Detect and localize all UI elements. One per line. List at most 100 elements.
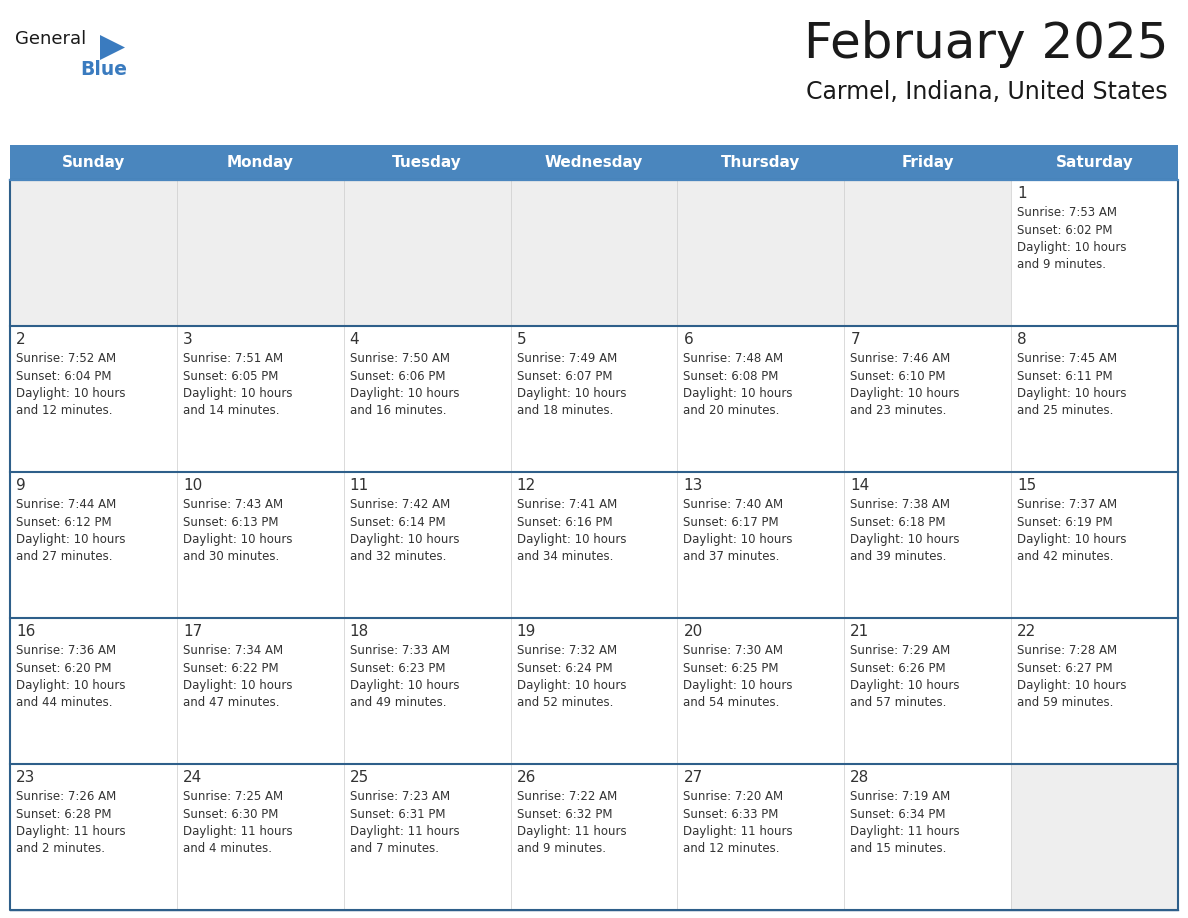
Bar (511, 326, 677, 472)
Bar (845, 764, 1011, 910)
Text: Friday: Friday (902, 155, 954, 170)
Text: 13: 13 (683, 478, 703, 493)
Text: Sunrise: 7:41 AM
Sunset: 6:16 PM
Daylight: 10 hours
and 34 minutes.: Sunrise: 7:41 AM Sunset: 6:16 PM Dayligh… (517, 498, 626, 564)
Text: 11: 11 (349, 478, 369, 493)
Text: Sunrise: 7:50 AM
Sunset: 6:06 PM
Daylight: 10 hours
and 16 minutes.: Sunrise: 7:50 AM Sunset: 6:06 PM Dayligh… (349, 352, 460, 418)
Text: Thursday: Thursday (721, 155, 801, 170)
Text: 10: 10 (183, 478, 202, 493)
Text: 14: 14 (851, 478, 870, 493)
Polygon shape (100, 35, 125, 60)
Text: 6: 6 (683, 332, 693, 347)
Bar (1011, 618, 1178, 764)
Bar (511, 472, 677, 618)
Bar (343, 764, 511, 910)
Text: 26: 26 (517, 770, 536, 785)
Text: 20: 20 (683, 624, 702, 639)
Text: Blue: Blue (80, 60, 127, 79)
Bar (845, 472, 1011, 618)
Text: Carmel, Indiana, United States: Carmel, Indiana, United States (807, 80, 1168, 104)
Text: Sunrise: 7:52 AM
Sunset: 6:04 PM
Daylight: 10 hours
and 12 minutes.: Sunrise: 7:52 AM Sunset: 6:04 PM Dayligh… (15, 352, 126, 418)
Bar (677, 472, 845, 618)
Bar (10, 326, 177, 472)
Bar (177, 326, 343, 472)
Bar (511, 764, 677, 910)
Bar (343, 326, 511, 472)
Text: February 2025: February 2025 (803, 20, 1168, 68)
Text: 4: 4 (349, 332, 359, 347)
Bar (511, 180, 677, 326)
Text: Sunrise: 7:34 AM
Sunset: 6:22 PM
Daylight: 10 hours
and 47 minutes.: Sunrise: 7:34 AM Sunset: 6:22 PM Dayligh… (183, 644, 292, 710)
Text: 16: 16 (15, 624, 36, 639)
Bar (10, 145, 1178, 180)
Text: 25: 25 (349, 770, 369, 785)
Bar (343, 618, 511, 764)
Bar (677, 326, 845, 472)
Text: 5: 5 (517, 332, 526, 347)
Bar (677, 764, 845, 910)
Text: 1: 1 (1017, 186, 1026, 201)
Text: Sunrise: 7:22 AM
Sunset: 6:32 PM
Daylight: 11 hours
and 9 minutes.: Sunrise: 7:22 AM Sunset: 6:32 PM Dayligh… (517, 790, 626, 856)
Text: Sunrise: 7:28 AM
Sunset: 6:27 PM
Daylight: 10 hours
and 59 minutes.: Sunrise: 7:28 AM Sunset: 6:27 PM Dayligh… (1017, 644, 1126, 710)
Bar (677, 180, 845, 326)
Text: 2: 2 (15, 332, 26, 347)
Text: Sunrise: 7:19 AM
Sunset: 6:34 PM
Daylight: 11 hours
and 15 minutes.: Sunrise: 7:19 AM Sunset: 6:34 PM Dayligh… (851, 790, 960, 856)
Bar (845, 180, 1011, 326)
Bar (343, 180, 511, 326)
Text: 21: 21 (851, 624, 870, 639)
Text: 19: 19 (517, 624, 536, 639)
Text: Sunrise: 7:30 AM
Sunset: 6:25 PM
Daylight: 10 hours
and 54 minutes.: Sunrise: 7:30 AM Sunset: 6:25 PM Dayligh… (683, 644, 792, 710)
Text: Sunday: Sunday (62, 155, 125, 170)
Bar (845, 326, 1011, 472)
Text: 3: 3 (183, 332, 192, 347)
Text: Sunrise: 7:43 AM
Sunset: 6:13 PM
Daylight: 10 hours
and 30 minutes.: Sunrise: 7:43 AM Sunset: 6:13 PM Dayligh… (183, 498, 292, 564)
Text: General: General (15, 30, 87, 48)
Text: Sunrise: 7:44 AM
Sunset: 6:12 PM
Daylight: 10 hours
and 27 minutes.: Sunrise: 7:44 AM Sunset: 6:12 PM Dayligh… (15, 498, 126, 564)
Text: 18: 18 (349, 624, 369, 639)
Text: Sunrise: 7:53 AM
Sunset: 6:02 PM
Daylight: 10 hours
and 9 minutes.: Sunrise: 7:53 AM Sunset: 6:02 PM Dayligh… (1017, 206, 1126, 272)
Bar (177, 472, 343, 618)
Text: 28: 28 (851, 770, 870, 785)
Text: Sunrise: 7:20 AM
Sunset: 6:33 PM
Daylight: 11 hours
and 12 minutes.: Sunrise: 7:20 AM Sunset: 6:33 PM Dayligh… (683, 790, 794, 856)
Text: Sunrise: 7:49 AM
Sunset: 6:07 PM
Daylight: 10 hours
and 18 minutes.: Sunrise: 7:49 AM Sunset: 6:07 PM Dayligh… (517, 352, 626, 418)
Text: Sunrise: 7:42 AM
Sunset: 6:14 PM
Daylight: 10 hours
and 32 minutes.: Sunrise: 7:42 AM Sunset: 6:14 PM Dayligh… (349, 498, 460, 564)
Text: 9: 9 (15, 478, 26, 493)
Bar (511, 618, 677, 764)
Bar (343, 472, 511, 618)
Text: Sunrise: 7:37 AM
Sunset: 6:19 PM
Daylight: 10 hours
and 42 minutes.: Sunrise: 7:37 AM Sunset: 6:19 PM Dayligh… (1017, 498, 1126, 564)
Bar (1011, 180, 1178, 326)
Text: Sunrise: 7:23 AM
Sunset: 6:31 PM
Daylight: 11 hours
and 7 minutes.: Sunrise: 7:23 AM Sunset: 6:31 PM Dayligh… (349, 790, 460, 856)
Bar (1011, 326, 1178, 472)
Text: 15: 15 (1017, 478, 1036, 493)
Text: Wednesday: Wednesday (545, 155, 643, 170)
Bar (10, 180, 177, 326)
Text: 27: 27 (683, 770, 702, 785)
Bar (177, 180, 343, 326)
Bar (10, 618, 177, 764)
Bar (1011, 472, 1178, 618)
Text: Sunrise: 7:33 AM
Sunset: 6:23 PM
Daylight: 10 hours
and 49 minutes.: Sunrise: 7:33 AM Sunset: 6:23 PM Dayligh… (349, 644, 460, 710)
Bar (1011, 764, 1178, 910)
Text: Sunrise: 7:51 AM
Sunset: 6:05 PM
Daylight: 10 hours
and 14 minutes.: Sunrise: 7:51 AM Sunset: 6:05 PM Dayligh… (183, 352, 292, 418)
Text: Sunrise: 7:46 AM
Sunset: 6:10 PM
Daylight: 10 hours
and 23 minutes.: Sunrise: 7:46 AM Sunset: 6:10 PM Dayligh… (851, 352, 960, 418)
Text: Sunrise: 7:48 AM
Sunset: 6:08 PM
Daylight: 10 hours
and 20 minutes.: Sunrise: 7:48 AM Sunset: 6:08 PM Dayligh… (683, 352, 792, 418)
Bar (10, 472, 177, 618)
Text: 23: 23 (15, 770, 36, 785)
Text: 17: 17 (183, 624, 202, 639)
Text: Sunrise: 7:40 AM
Sunset: 6:17 PM
Daylight: 10 hours
and 37 minutes.: Sunrise: 7:40 AM Sunset: 6:17 PM Dayligh… (683, 498, 792, 564)
Text: Sunrise: 7:45 AM
Sunset: 6:11 PM
Daylight: 10 hours
and 25 minutes.: Sunrise: 7:45 AM Sunset: 6:11 PM Dayligh… (1017, 352, 1126, 418)
Text: Sunrise: 7:38 AM
Sunset: 6:18 PM
Daylight: 10 hours
and 39 minutes.: Sunrise: 7:38 AM Sunset: 6:18 PM Dayligh… (851, 498, 960, 564)
Bar (177, 618, 343, 764)
Text: Saturday: Saturday (1056, 155, 1133, 170)
Text: Sunrise: 7:25 AM
Sunset: 6:30 PM
Daylight: 11 hours
and 4 minutes.: Sunrise: 7:25 AM Sunset: 6:30 PM Dayligh… (183, 790, 292, 856)
Text: Tuesday: Tuesday (392, 155, 462, 170)
Bar (10, 764, 177, 910)
Text: 7: 7 (851, 332, 860, 347)
Text: Sunrise: 7:32 AM
Sunset: 6:24 PM
Daylight: 10 hours
and 52 minutes.: Sunrise: 7:32 AM Sunset: 6:24 PM Dayligh… (517, 644, 626, 710)
Text: Sunrise: 7:36 AM
Sunset: 6:20 PM
Daylight: 10 hours
and 44 minutes.: Sunrise: 7:36 AM Sunset: 6:20 PM Dayligh… (15, 644, 126, 710)
Bar (845, 618, 1011, 764)
Text: 8: 8 (1017, 332, 1026, 347)
Text: 22: 22 (1017, 624, 1036, 639)
Text: Sunrise: 7:26 AM
Sunset: 6:28 PM
Daylight: 11 hours
and 2 minutes.: Sunrise: 7:26 AM Sunset: 6:28 PM Dayligh… (15, 790, 126, 856)
Bar (677, 618, 845, 764)
Bar (177, 764, 343, 910)
